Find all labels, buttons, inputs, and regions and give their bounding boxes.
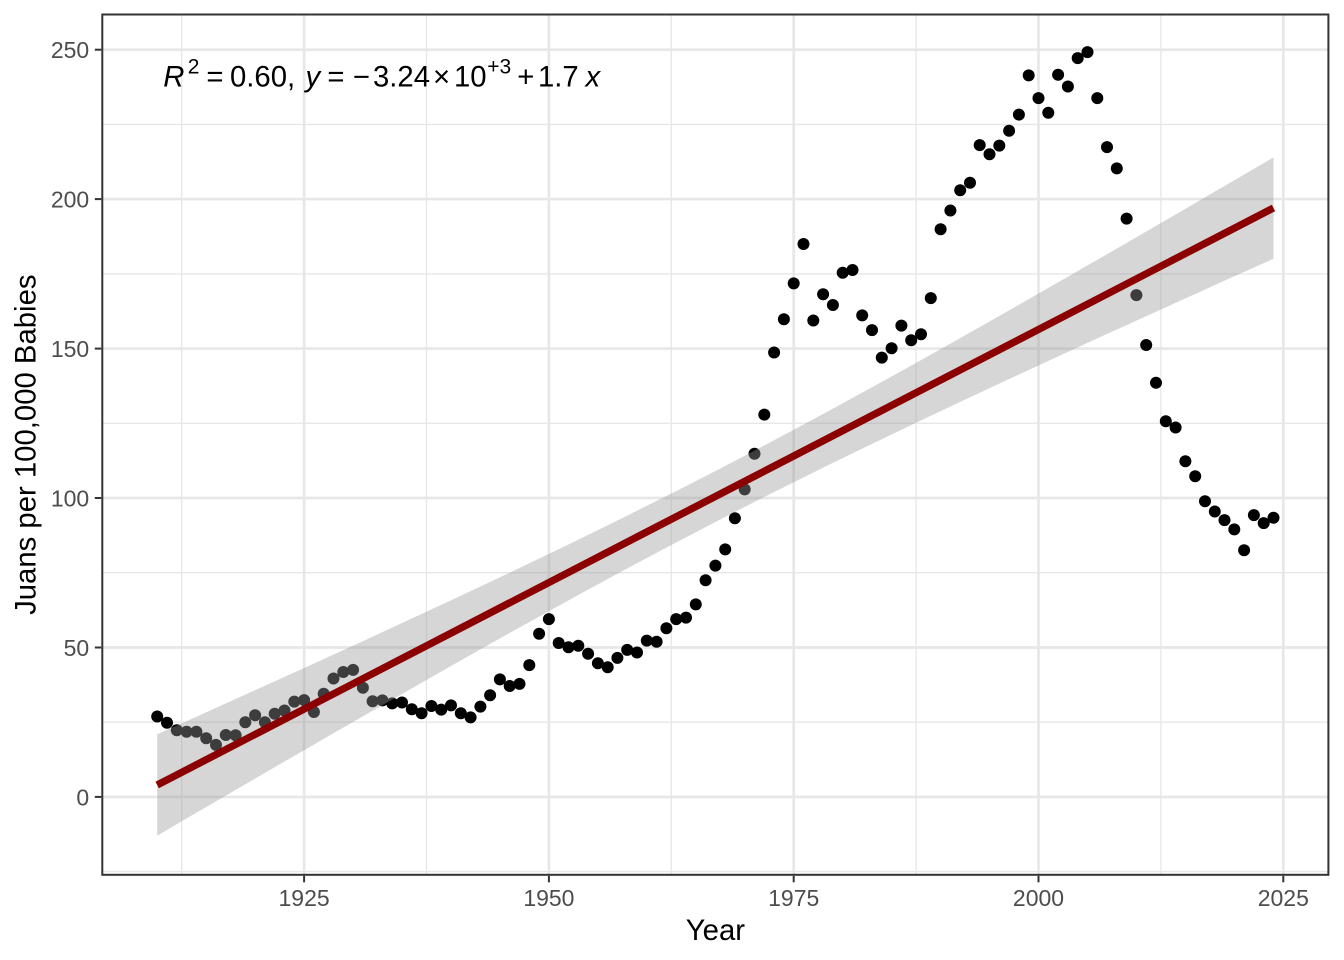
- svg-text:R: R: [163, 61, 184, 94]
- svg-text:x: x: [584, 61, 602, 94]
- svg-text:+: +: [517, 61, 534, 94]
- svg-text:1925: 1925: [279, 885, 330, 911]
- svg-text:2: 2: [188, 55, 200, 78]
- svg-text:150: 150: [51, 336, 89, 362]
- svg-text:2025: 2025: [1258, 885, 1309, 911]
- svg-text:+3: +3: [487, 55, 511, 78]
- svg-text:×: ×: [433, 61, 450, 94]
- svg-text:200: 200: [51, 187, 89, 213]
- svg-text:250: 250: [51, 37, 89, 63]
- svg-text:−: −: [353, 61, 370, 94]
- svg-text:0: 0: [76, 784, 89, 810]
- svg-text:3.24: 3.24: [373, 61, 430, 94]
- svg-text:1950: 1950: [523, 885, 574, 911]
- svg-text:10: 10: [454, 61, 487, 94]
- svg-text:0.60,: 0.60,: [230, 61, 295, 94]
- svg-text:Year: Year: [686, 914, 745, 947]
- svg-text:1975: 1975: [768, 885, 819, 911]
- svg-text:1.7: 1.7: [538, 61, 579, 94]
- svg-text:2000: 2000: [1013, 885, 1064, 911]
- svg-text:50: 50: [64, 635, 90, 661]
- svg-text:Juans per 100,000 Babies: Juans per 100,000 Babies: [9, 274, 42, 614]
- svg-text:100: 100: [51, 485, 89, 511]
- svg-text:y: y: [304, 61, 323, 94]
- svg-text:=: =: [206, 61, 223, 94]
- svg-text:=: =: [327, 61, 344, 94]
